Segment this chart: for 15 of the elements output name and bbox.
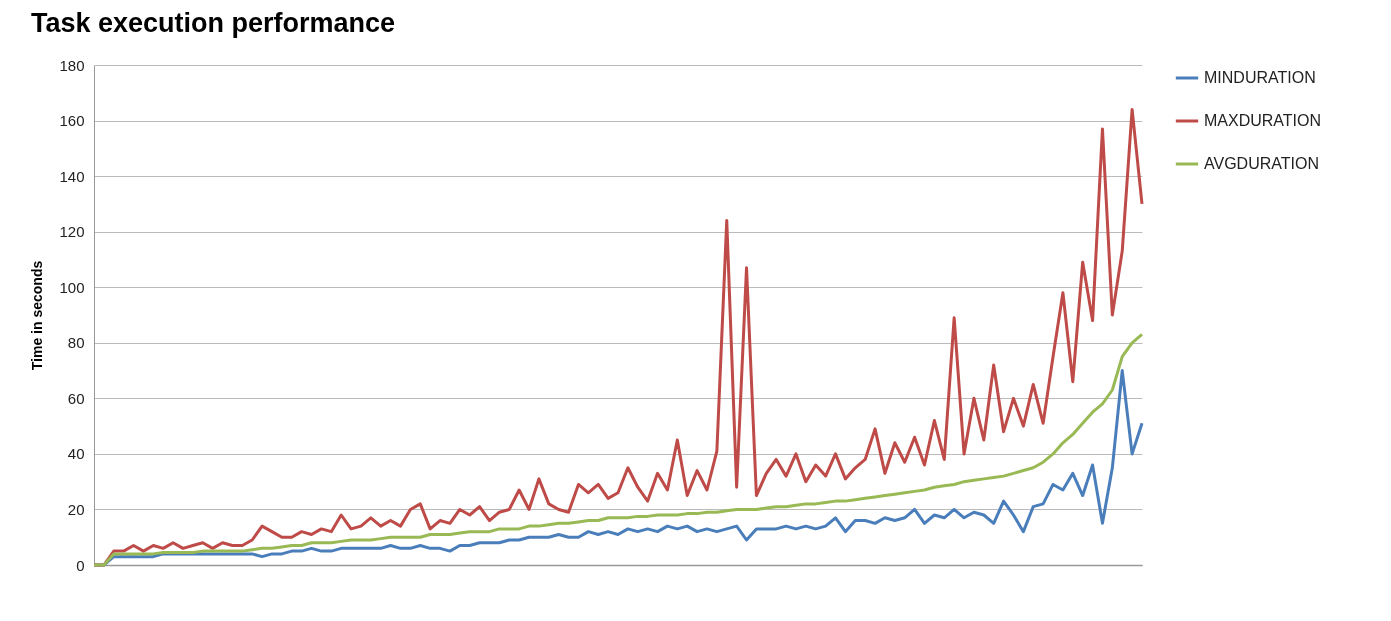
y-tick-label: 160 — [59, 112, 85, 130]
chart-title: Task execution performance — [30, 8, 396, 38]
y-tick-label: 100 — [59, 278, 85, 296]
y-tick-label: 60 — [67, 389, 85, 407]
y-tick-label: 20 — [67, 500, 85, 518]
y-tick-label: 0 — [76, 556, 85, 574]
y-tick-label: 40 — [67, 445, 85, 463]
y-tick-label: 180 — [59, 56, 85, 74]
legend-label: AVGDURATION — [1204, 155, 1319, 172]
y-tick-label: 120 — [59, 223, 85, 241]
legend-label: MINDURATION — [1204, 69, 1316, 86]
y-tick-label: 80 — [67, 334, 85, 352]
y-axis-title: Time in seconds — [29, 260, 46, 371]
legend-label: MAXDURATION — [1204, 112, 1322, 129]
y-tick-label: 140 — [59, 167, 85, 185]
